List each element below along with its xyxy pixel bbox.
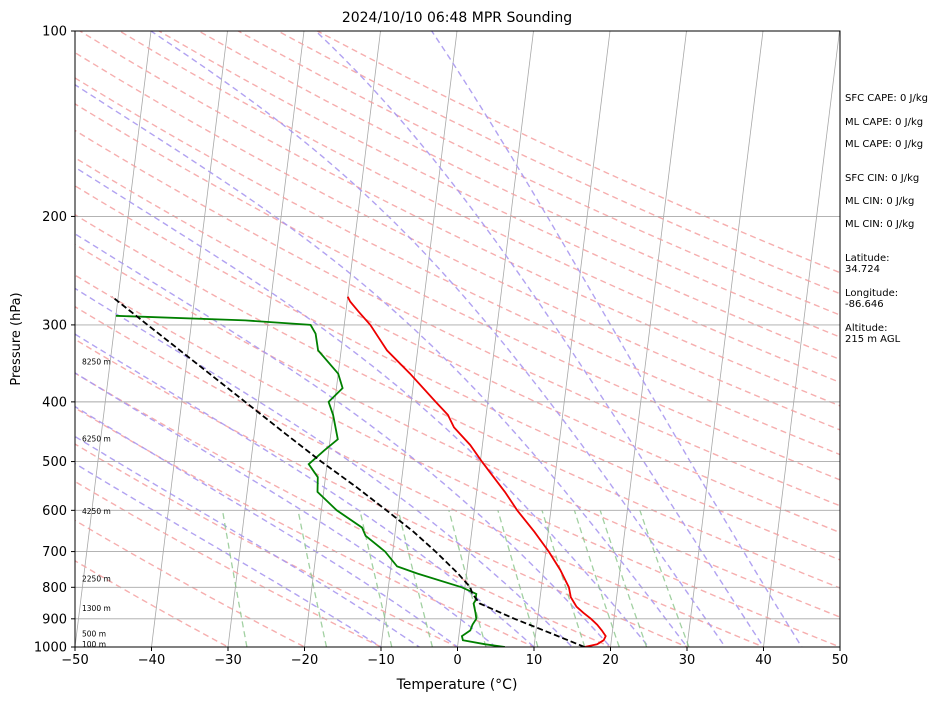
y-tick-label: 800 — [42, 581, 67, 596]
x-tick-label: −30 — [214, 653, 241, 668]
height-label: 8250 m — [82, 358, 111, 367]
height-label: 1300 m — [82, 604, 111, 613]
latitude-text: Latitude: 34.724 — [845, 253, 890, 275]
isotherm-line — [73, 17, 152, 660]
altitude-text: Altitude: 215 m AGL — [845, 323, 900, 345]
sfc-cin-text: SFC CIN: 0 J/kg — [845, 173, 919, 184]
ml-cape-text-2: ML CAPE: 0 J/kg — [845, 139, 923, 150]
isotherm-line — [762, 17, 841, 660]
chart-title: 2024/10/10 06:48 MPR Sounding — [342, 10, 572, 26]
x-tick-label: 10 — [526, 653, 543, 668]
y-tick-label: 900 — [42, 612, 67, 627]
height-label: 4250 m — [82, 507, 111, 516]
isotherm-line — [915, 17, 947, 660]
dry-adiabat-line — [159, 31, 947, 660]
moist-adiabat-line — [0, 31, 401, 660]
parcel-profile — [112, 297, 584, 647]
x-tick-label: −20 — [291, 653, 318, 668]
isotherm-line — [609, 17, 688, 660]
dry-adiabat-line — [40, 31, 947, 660]
x-tick-label: 50 — [832, 653, 849, 668]
y-tick-label: 200 — [42, 210, 67, 225]
longitude-text: Longitude: -86.646 — [845, 288, 898, 310]
dry-adiabat-line — [120, 31, 947, 660]
moist-adiabat-line — [0, 31, 659, 660]
y-axis-label: Pressure (hPa) — [9, 292, 24, 385]
isotherm-line — [685, 17, 764, 660]
sfc-cape-text: SFC CAPE: 0 J/kg — [845, 93, 928, 104]
height-label: 2250 m — [82, 574, 111, 583]
dry-adiabat-line — [0, 31, 718, 660]
dry-adiabat-line — [0, 31, 873, 660]
mixing-ratio-line — [398, 510, 432, 647]
y-tick-label: 300 — [42, 318, 67, 333]
height-label: 6250 m — [82, 435, 111, 444]
isotherm-line — [303, 17, 382, 660]
mixing-ratio-line — [640, 510, 689, 647]
moist-adiabat-line — [0, 31, 475, 660]
x-tick-label: −40 — [138, 653, 165, 668]
y-tick-label: 700 — [42, 545, 67, 560]
ml-cin-text: ML CIN: 0 J/kg — [845, 196, 914, 207]
dry-adiabat-line — [0, 31, 253, 660]
isotherm-line — [456, 17, 535, 660]
y-tick-label: 500 — [42, 455, 67, 470]
ml-cin-text-2: ML CIN: 0 J/kg — [845, 219, 914, 230]
x-tick-label: 0 — [453, 653, 461, 668]
y-tick-label: 100 — [42, 25, 67, 40]
mixing-ratio-line — [600, 510, 646, 647]
x-axis-label: Temperature (°C) — [396, 677, 518, 693]
x-tick-label: 40 — [755, 653, 772, 668]
dry-adiabat-line — [0, 31, 330, 660]
y-tick-label: 400 — [42, 395, 67, 410]
x-tick-label: −10 — [367, 653, 394, 668]
y-tick-label: 600 — [42, 504, 67, 519]
y-tick-label: 1000 — [34, 641, 67, 656]
height-label: 500 m — [82, 630, 106, 639]
x-tick-label: 20 — [602, 653, 619, 668]
moist-adiabat-line — [0, 31, 512, 660]
isotherm-line — [150, 17, 229, 660]
isotherm-line — [532, 17, 611, 660]
mixing-ratio-line — [449, 510, 486, 647]
x-tick-label: 30 — [679, 653, 696, 668]
mixing-ratio-line — [360, 510, 392, 647]
ml-cape-text: ML CAPE: 0 J/kg — [845, 117, 923, 128]
